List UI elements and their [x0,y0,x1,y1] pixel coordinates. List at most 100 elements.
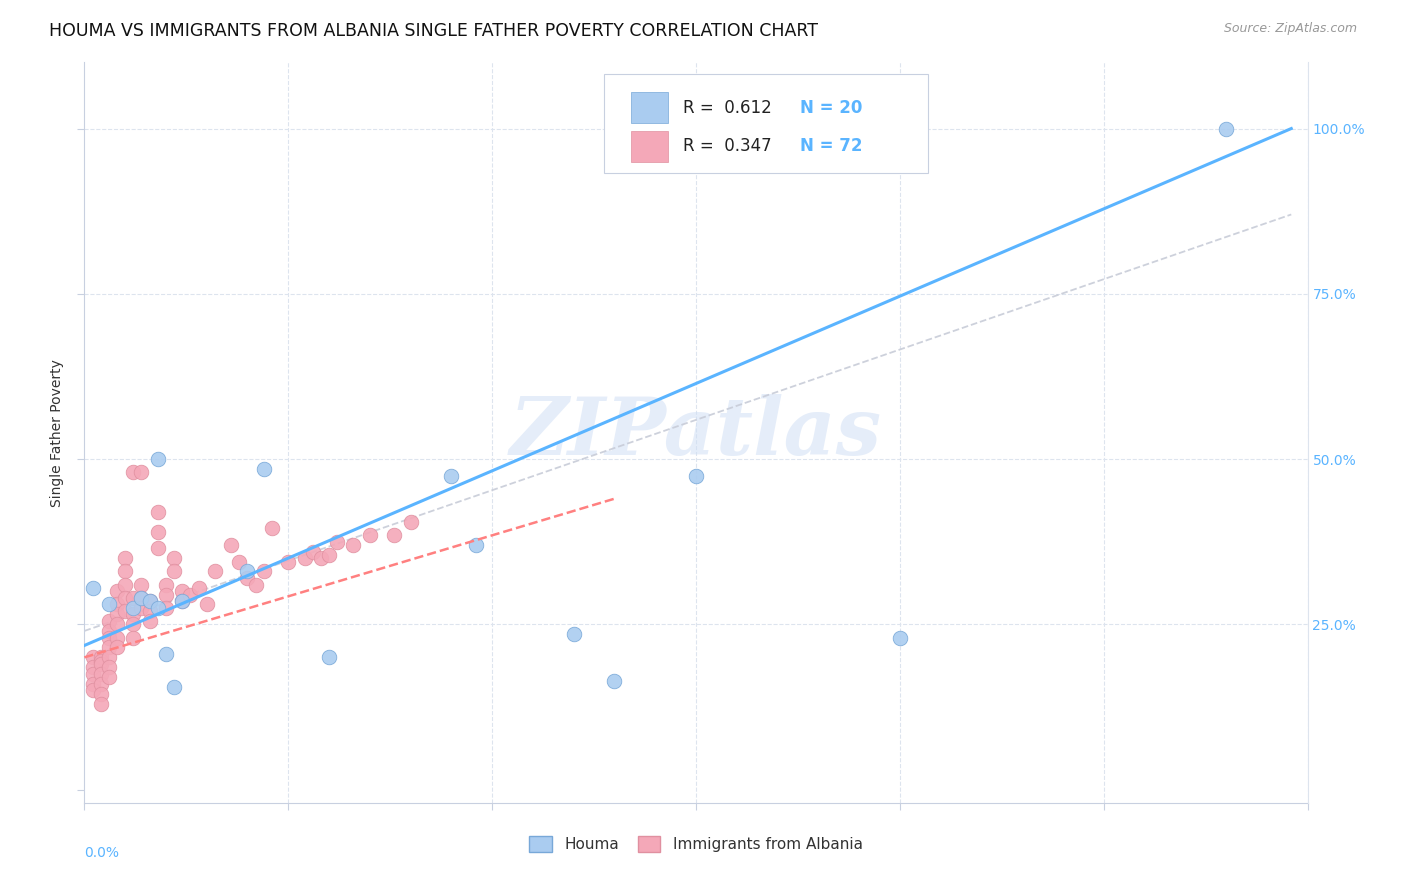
Point [82,677,104,691]
Point [245,577,267,591]
Point [138,614,160,628]
Text: R =  0.612: R = 0.612 [682,99,772,117]
Point [163,551,186,566]
Point [122,591,145,605]
Point [131,600,153,615]
Point [219,538,242,552]
Point [253,565,276,579]
Point [562,627,585,641]
Point [318,650,340,665]
Point [382,528,405,542]
Point [97,650,120,665]
Y-axis label: Single Father Poverty: Single Father Poverty [51,359,65,507]
Point [464,538,486,552]
Point [131,577,153,591]
Point [90,677,112,691]
Point [172,584,194,599]
Point [114,604,136,618]
Bar [631,92,668,123]
Point [187,581,209,595]
Point [155,577,177,591]
Text: N = 72: N = 72 [800,137,862,155]
Point [301,544,323,558]
Point [122,607,145,622]
Point [889,631,911,645]
Point [155,600,177,615]
Point [122,631,145,645]
Text: HOUMA VS IMMIGRANTS FROM ALBANIA SINGLE FATHER POVERTY CORRELATION CHART: HOUMA VS IMMIGRANTS FROM ALBANIA SINGLE … [49,22,818,40]
Point [82,660,104,674]
Point [172,594,194,608]
Point [122,465,145,479]
Point [204,565,226,579]
Point [146,452,169,467]
Point [131,591,153,605]
Point [90,654,112,668]
Point [146,600,169,615]
Point [105,617,128,632]
Point [114,591,136,605]
Point [82,650,104,665]
Point [97,660,120,674]
Point [277,555,299,569]
Point [105,607,128,622]
Point [260,521,283,535]
Point [155,588,177,602]
Point [105,584,128,599]
Point [163,680,186,694]
Point [97,670,120,684]
Point [97,614,120,628]
Point [440,468,463,483]
Point [114,551,136,566]
Point [90,650,112,665]
Point [163,565,186,579]
Point [131,465,153,479]
Point [172,594,194,608]
Point [122,600,145,615]
Point [97,640,120,655]
Point [114,565,136,579]
Point [105,640,128,655]
Point [195,598,218,612]
Point [90,697,112,711]
Legend: Houma, Immigrants from Albania: Houma, Immigrants from Albania [523,830,869,858]
Point [138,594,160,608]
Point [82,581,104,595]
Point [138,594,160,608]
Point [294,551,316,566]
Point [146,505,169,519]
Point [114,577,136,591]
Text: Source: ZipAtlas.com: Source: ZipAtlas.com [1223,22,1357,36]
Point [105,631,128,645]
Point [179,588,201,602]
Point [155,647,177,661]
FancyBboxPatch shape [605,73,928,173]
Point [399,515,422,529]
Text: 0.0%: 0.0% [84,846,120,860]
Point [359,528,381,542]
Text: R =  0.347: R = 0.347 [682,137,770,155]
Point [82,666,104,681]
Point [122,617,145,632]
Point [253,462,276,476]
Point [82,683,104,698]
Point [90,687,112,701]
Point [342,538,364,552]
Text: ZIPatlas: ZIPatlas [510,394,882,471]
Point [1215,121,1237,136]
Point [97,624,120,638]
Point [90,657,112,671]
Point [97,631,120,645]
Point [90,666,112,681]
Point [105,598,128,612]
Point [318,548,340,562]
Point [131,591,153,605]
Point [97,598,120,612]
Point [309,551,332,566]
Point [326,534,349,549]
Point [685,468,707,483]
Point [236,571,259,585]
Point [138,604,160,618]
Point [146,524,169,539]
Bar [631,130,668,161]
